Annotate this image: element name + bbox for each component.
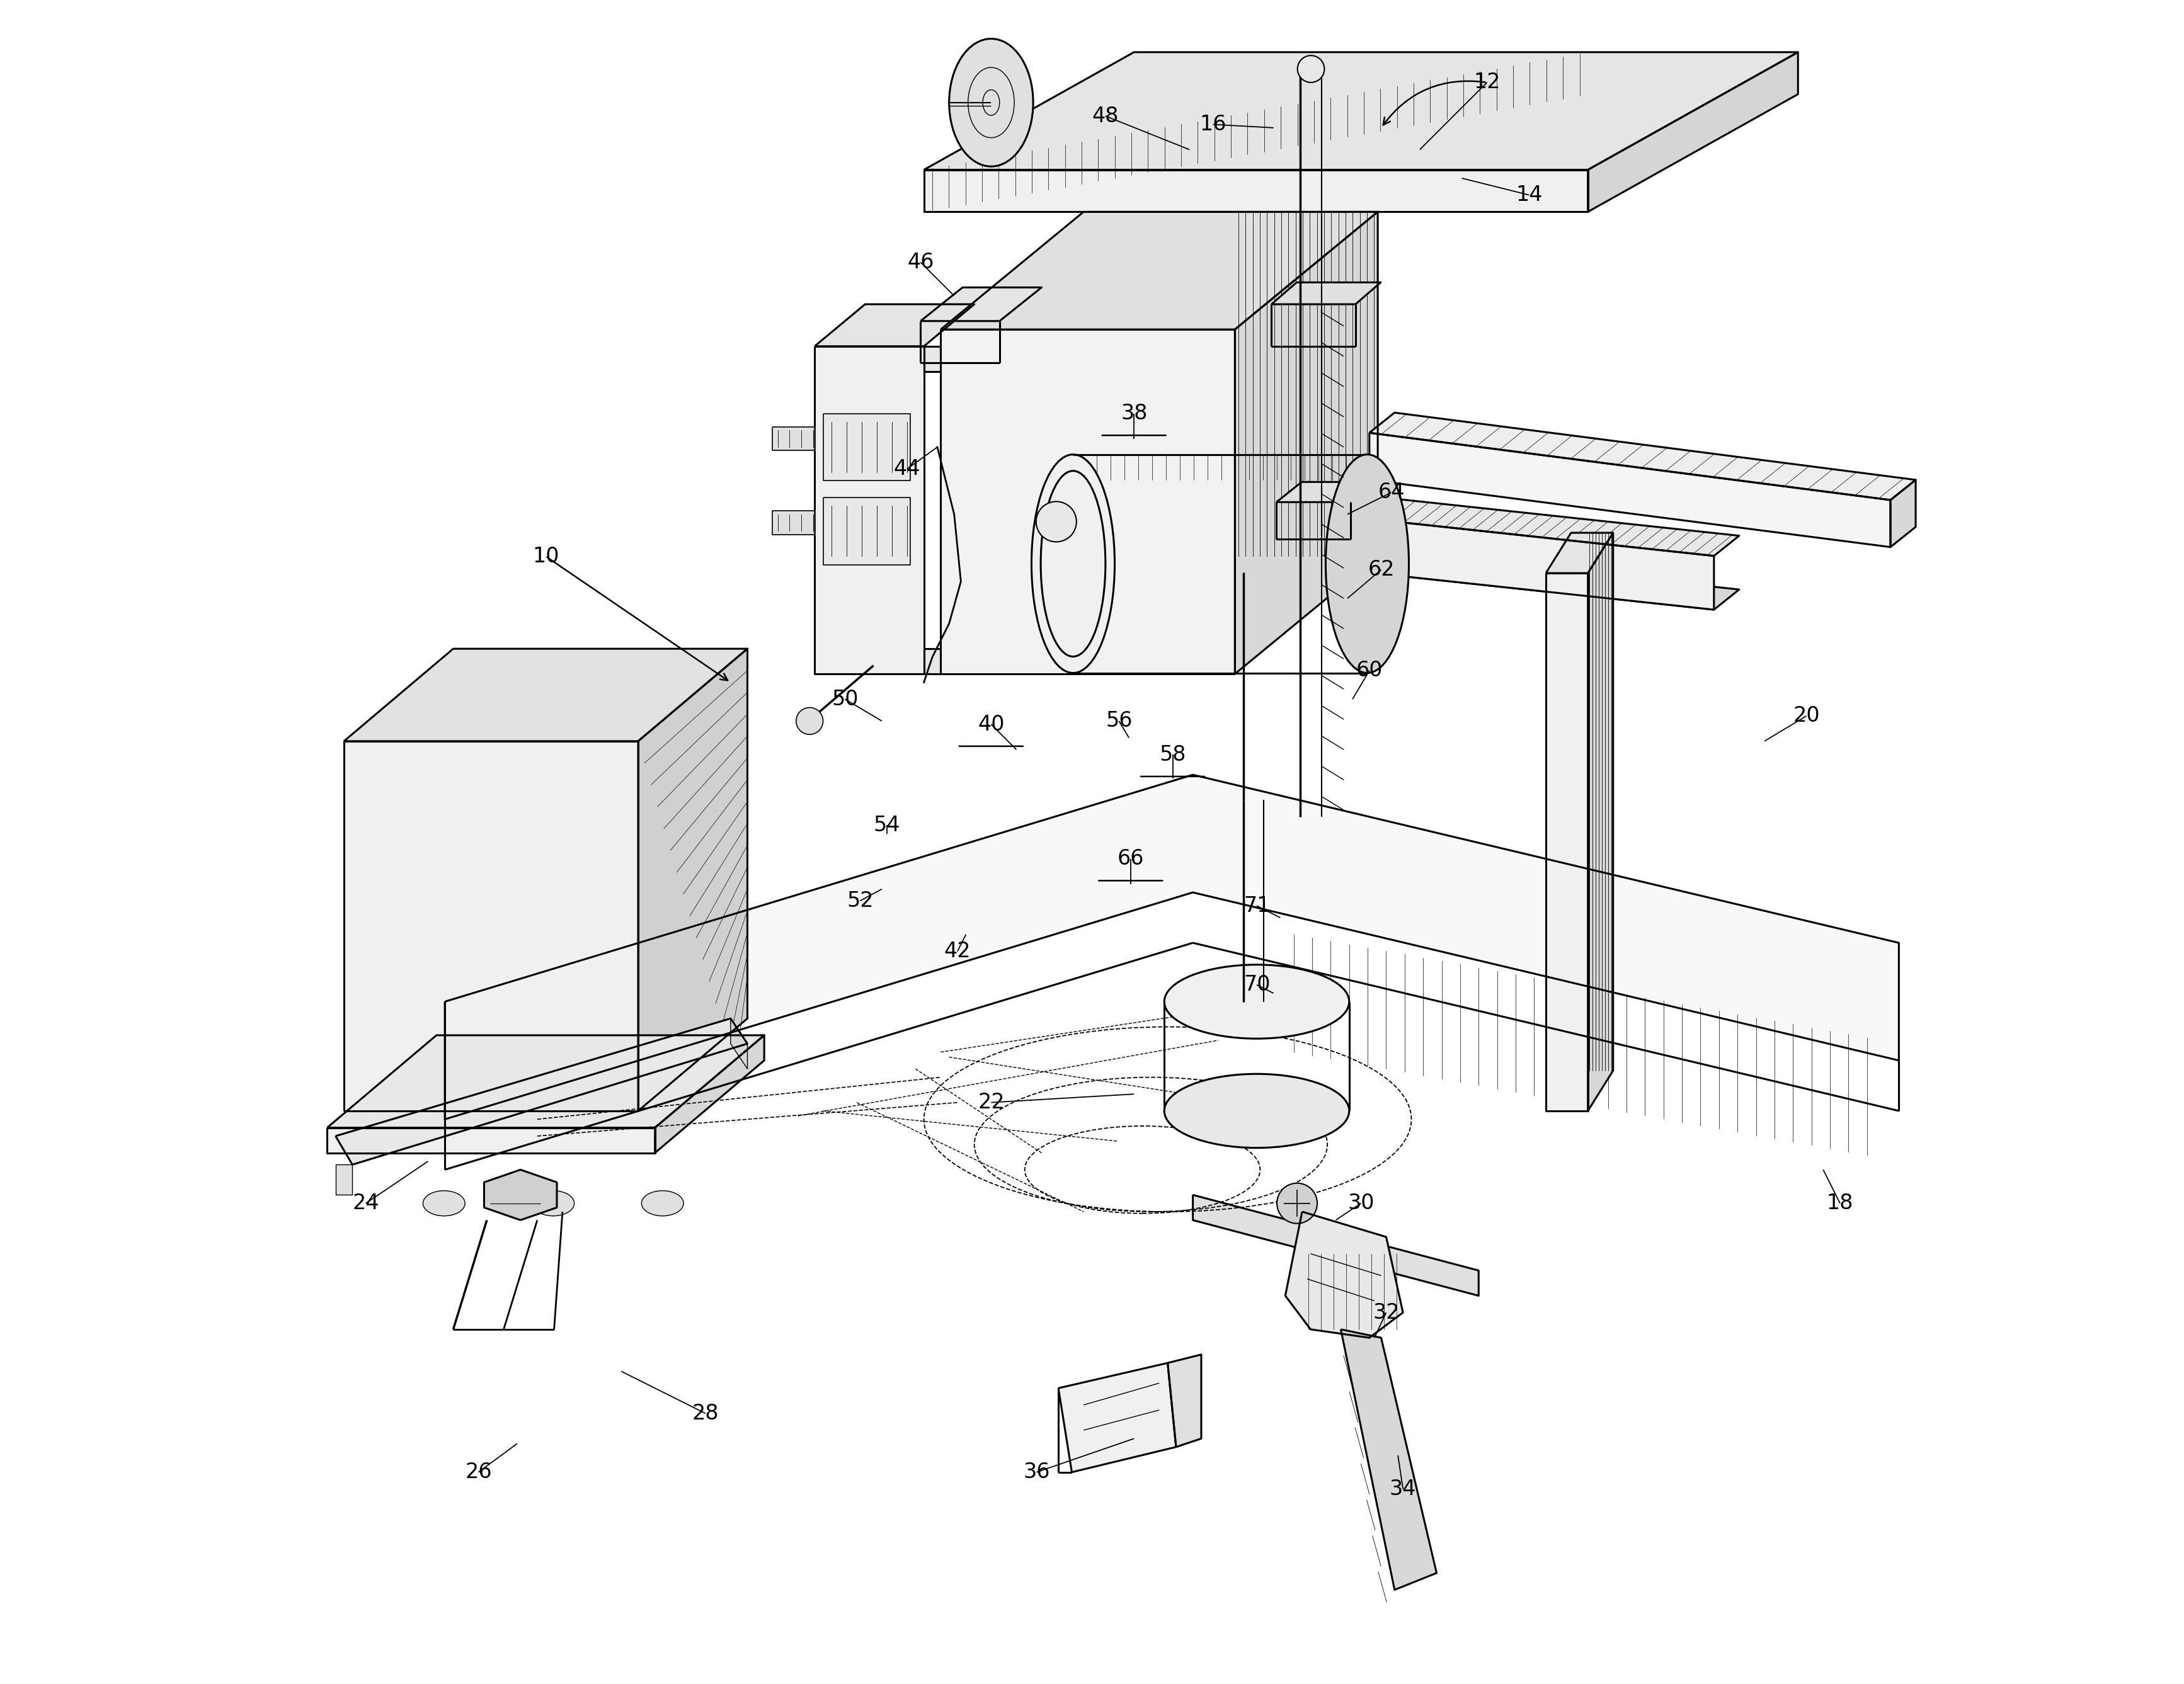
Polygon shape	[1369, 433, 1891, 547]
Text: 36: 36	[1022, 1462, 1051, 1482]
Polygon shape	[941, 330, 1234, 674]
Circle shape	[1035, 502, 1077, 542]
Text: 12: 12	[1474, 72, 1500, 93]
Polygon shape	[1546, 573, 1588, 1111]
Text: 32: 32	[1374, 1302, 1400, 1324]
Polygon shape	[328, 1128, 655, 1154]
Polygon shape	[343, 648, 747, 741]
Ellipse shape	[1164, 1074, 1350, 1148]
Text: 26: 26	[465, 1462, 491, 1482]
Text: 42: 42	[943, 941, 972, 962]
Polygon shape	[1369, 413, 1915, 500]
Text: 70: 70	[1243, 975, 1271, 995]
Text: 30: 30	[1348, 1192, 1374, 1214]
Polygon shape	[1234, 212, 1378, 674]
Polygon shape	[732, 1019, 747, 1069]
Polygon shape	[823, 414, 911, 480]
Polygon shape	[1168, 1354, 1201, 1447]
Text: 40: 40	[978, 714, 1005, 734]
Text: 48: 48	[1092, 106, 1118, 126]
Text: 50: 50	[832, 689, 858, 709]
Text: 38: 38	[1120, 402, 1147, 424]
Text: 16: 16	[1199, 115, 1227, 135]
Polygon shape	[1546, 532, 1614, 573]
Polygon shape	[773, 510, 815, 534]
Text: 64: 64	[1378, 482, 1404, 504]
Polygon shape	[919, 288, 1042, 322]
Polygon shape	[336, 1019, 747, 1165]
Ellipse shape	[533, 1191, 574, 1216]
Text: 44: 44	[893, 458, 919, 480]
Polygon shape	[815, 347, 924, 674]
Polygon shape	[815, 305, 974, 347]
Text: 46: 46	[906, 253, 935, 273]
Text: 20: 20	[1793, 706, 1819, 726]
Ellipse shape	[1164, 965, 1350, 1039]
Circle shape	[1297, 56, 1324, 83]
Text: 18: 18	[1826, 1192, 1854, 1214]
Polygon shape	[485, 1170, 557, 1221]
Polygon shape	[924, 170, 1588, 212]
Polygon shape	[446, 775, 1898, 1120]
Text: 71: 71	[1243, 896, 1271, 916]
Polygon shape	[655, 1036, 764, 1154]
Circle shape	[797, 707, 823, 734]
Polygon shape	[1369, 498, 1738, 556]
Text: 28: 28	[692, 1403, 719, 1423]
Ellipse shape	[642, 1191, 684, 1216]
Text: 60: 60	[1356, 660, 1382, 680]
Polygon shape	[1369, 552, 1738, 610]
Polygon shape	[941, 212, 1378, 330]
Text: 66: 66	[1118, 849, 1144, 869]
Text: 56: 56	[1105, 711, 1131, 731]
Text: 14: 14	[1516, 185, 1542, 205]
Polygon shape	[1588, 532, 1614, 1111]
Text: 10: 10	[533, 546, 559, 568]
Text: 62: 62	[1367, 559, 1396, 581]
Polygon shape	[1275, 482, 1376, 502]
Ellipse shape	[1031, 455, 1114, 674]
Polygon shape	[1369, 519, 1714, 610]
Polygon shape	[336, 1165, 352, 1196]
Ellipse shape	[950, 39, 1033, 167]
Ellipse shape	[1326, 455, 1409, 674]
Text: 22: 22	[978, 1093, 1005, 1113]
Polygon shape	[1286, 1212, 1402, 1337]
Text: 58: 58	[1160, 744, 1186, 765]
Polygon shape	[924, 347, 941, 372]
Polygon shape	[1588, 52, 1797, 212]
Polygon shape	[1891, 480, 1915, 547]
Polygon shape	[924, 52, 1797, 170]
Ellipse shape	[424, 1191, 465, 1216]
Polygon shape	[1271, 283, 1380, 305]
Text: 34: 34	[1389, 1479, 1417, 1499]
Polygon shape	[343, 741, 638, 1111]
Text: 54: 54	[874, 815, 900, 835]
Polygon shape	[1341, 1329, 1437, 1590]
Polygon shape	[638, 648, 747, 1111]
Text: 52: 52	[847, 891, 874, 911]
Polygon shape	[328, 1036, 764, 1128]
Text: 24: 24	[352, 1192, 380, 1214]
Polygon shape	[823, 497, 911, 564]
Circle shape	[1278, 1184, 1317, 1224]
Polygon shape	[1059, 1362, 1175, 1472]
Polygon shape	[924, 648, 941, 674]
Polygon shape	[1192, 1196, 1479, 1295]
Polygon shape	[773, 428, 815, 450]
